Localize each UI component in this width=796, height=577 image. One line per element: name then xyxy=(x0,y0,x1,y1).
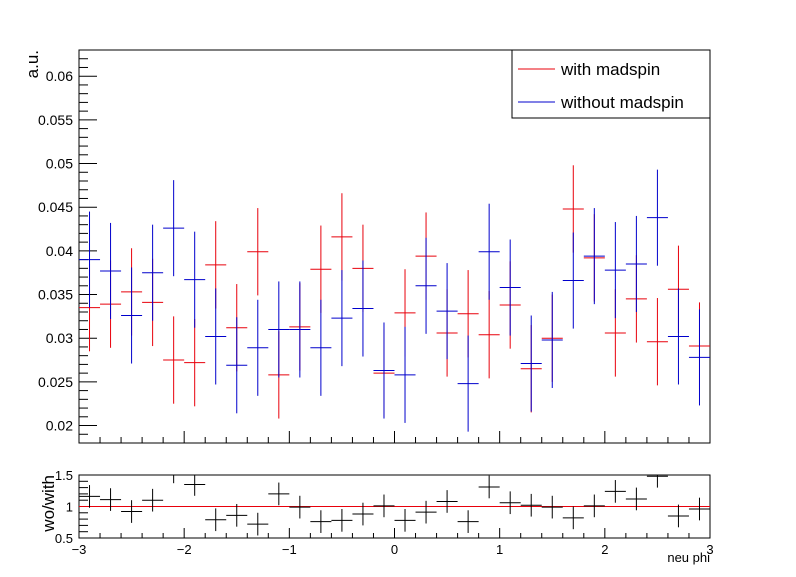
legend-label-without-madspin: without madspin xyxy=(560,93,684,112)
ratio-x-tick-label: 0 xyxy=(391,542,398,557)
main-y-tick-label: 0.05 xyxy=(46,156,73,172)
ratio-y-tick-label: 1 xyxy=(66,500,73,515)
ratio-x-tick-label: −1 xyxy=(282,542,297,557)
legend-label-with-madspin: with madspin xyxy=(560,60,660,79)
ratio-x-ticks: −3 −2 −1 0 1 2 3 xyxy=(72,528,714,557)
legend-box xyxy=(511,49,711,119)
legend: with madspin without madspin xyxy=(511,49,711,119)
main-y-tick-label: 0.02 xyxy=(46,418,73,434)
main-series-group xyxy=(79,165,710,432)
ratio-panel: 0.5 1 1.5 −3 −2 −1 0 1 2 3 wo/with neu phi xyxy=(39,468,714,565)
ratio-x-axis-label: neu phi xyxy=(667,550,710,565)
ratio-y-tick-label: 1.5 xyxy=(55,468,73,483)
ratio-y-ticks: 0.5 1 1.5 xyxy=(55,468,97,546)
main-panel: 0.02 0.025 0.03 0.035 0.04 0.045 0.05 0.055 0.06… xyxy=(23,49,711,444)
ratio-x-tick-label: 3 xyxy=(706,542,713,557)
main-y-tick-label: 0.03 xyxy=(46,330,73,346)
ratio-x-tick-label: 2 xyxy=(601,542,608,557)
ratio-y-tick-label: 0.5 xyxy=(55,531,73,546)
main-x-ticks xyxy=(78,431,711,443)
main-y-tick-label: 0.035 xyxy=(38,287,73,303)
ratio-x-tick-label: −3 xyxy=(72,542,87,557)
main-y-ticks: 0.02 0.025 0.03 0.035 0.04 0.045 0.05 0.055 0.06 xyxy=(38,49,97,444)
main-y-tick-label: 0.025 xyxy=(38,374,73,390)
ratio-y-axis-label: wo/with xyxy=(39,475,58,533)
main-y-tick-label: 0.06 xyxy=(46,68,73,84)
main-y-tick-label: 0.045 xyxy=(38,199,73,215)
main-y-axis-label: a.u. xyxy=(23,50,42,78)
ratio-x-tick-label: −2 xyxy=(177,542,192,557)
main-y-tick-label: 0.04 xyxy=(46,243,73,259)
ratio-x-tick-label: 1 xyxy=(496,542,503,557)
main-y-tick-label: 0.055 xyxy=(38,112,73,128)
ratio-series-group xyxy=(79,474,710,536)
